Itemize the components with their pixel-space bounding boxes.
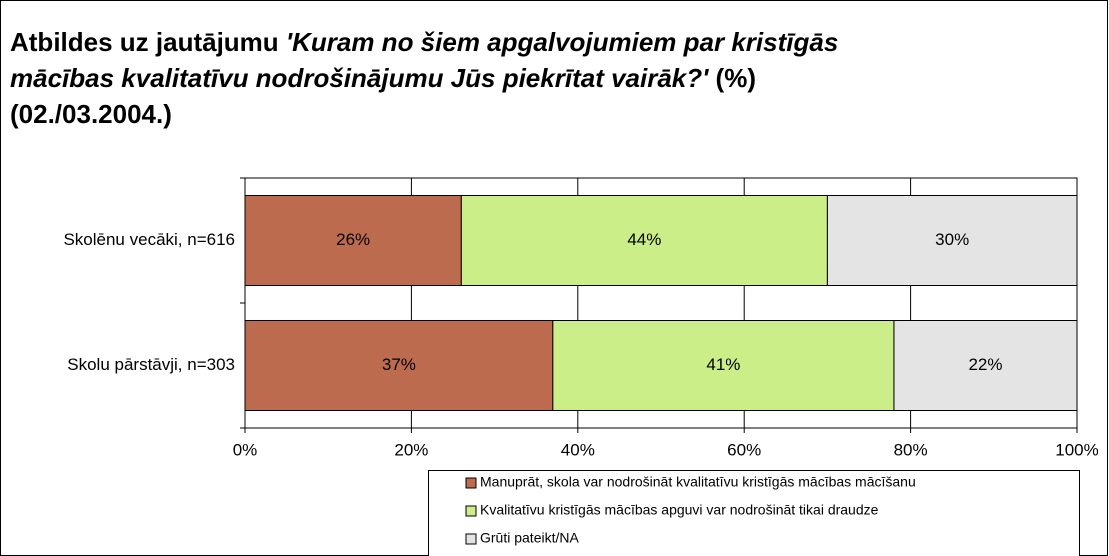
legend-swatch [465, 477, 477, 489]
value-label: 22% [968, 355, 1002, 374]
bar-segment [460, 195, 828, 286]
value-label: 44% [627, 230, 661, 249]
x-tick-label: 60% [727, 440, 761, 459]
x-tick-label: 100% [1055, 440, 1098, 459]
y-tick-label: Skolēnu vecāki, n=616 [63, 230, 235, 249]
y-tick-label: Skolu pārstāvji, n=303 [67, 355, 235, 374]
legend-label: Kvalitatīvu kristīgās mācības apguvi var… [480, 502, 879, 518]
title-part: (%) (02./03.2004.) [10, 63, 756, 129]
chart-title: Atbildes uz jautājumu 'Kuram no šiem apg… [10, 24, 860, 132]
value-label: 37% [382, 355, 416, 374]
bar-segment [244, 195, 462, 286]
bar-segment [552, 320, 895, 411]
legend-box [428, 470, 1080, 556]
legend-swatch [465, 505, 477, 517]
x-tick-label: 80% [894, 440, 928, 459]
x-tick-label: 0% [233, 440, 258, 459]
legend-swatch [465, 533, 477, 545]
x-tick-label: 20% [394, 440, 428, 459]
title-question: 'Kuram no šiem apgalvojumiem par kristīg… [10, 27, 839, 93]
title-part: Atbildes uz jautājumu [10, 27, 286, 57]
bar-segment [826, 195, 1078, 286]
value-label: 41% [706, 355, 740, 374]
x-tick-label: 40% [561, 440, 595, 459]
legend-label: Grūti pateikt/NA [480, 530, 579, 546]
legend-label: Manuprāt, skola var nodrošināt kvalitatī… [480, 474, 916, 490]
bar-segment [244, 320, 554, 411]
value-label: 26% [336, 230, 370, 249]
value-label: 30% [935, 230, 969, 249]
